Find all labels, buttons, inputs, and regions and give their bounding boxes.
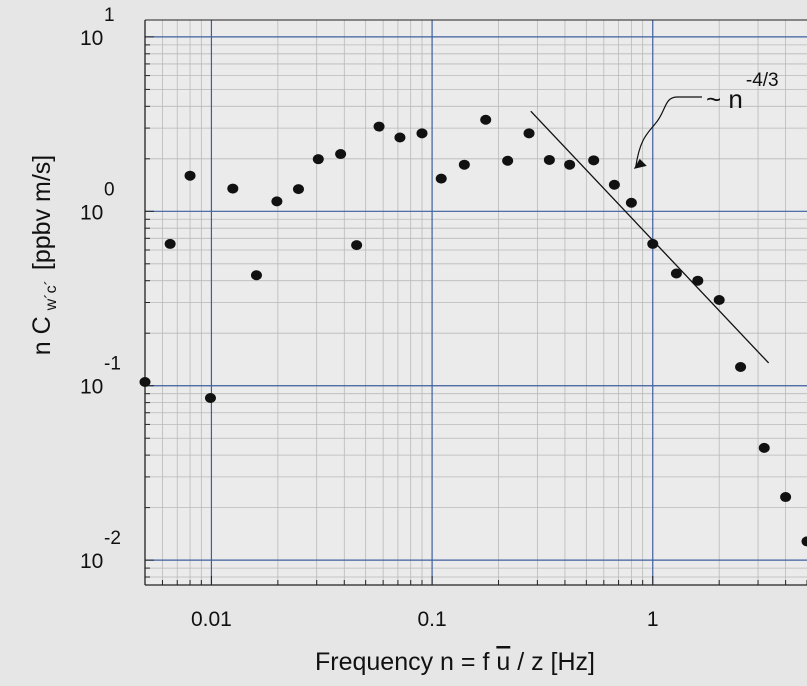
- data-point: [184, 170, 196, 181]
- data-point: [139, 377, 151, 388]
- data-point: [670, 268, 682, 279]
- data-point: [523, 128, 535, 139]
- data-point: [480, 114, 492, 125]
- data-point: [250, 270, 262, 281]
- data-point: [801, 536, 807, 547]
- y-tick-label: 10: [80, 201, 103, 224]
- annotation-arrow: [633, 96, 702, 169]
- data-point: [647, 238, 659, 249]
- annotation-arrowhead: [633, 158, 647, 169]
- data-point: [502, 155, 514, 166]
- y-axis-title: n Cw´c´[ppbv m/s]: [28, 155, 60, 355]
- y-tick-label: 10: [80, 376, 103, 399]
- fit-line-group: [530, 110, 770, 364]
- x-axis-title: Frequency n = f u / z [Hz]: [315, 648, 595, 676]
- y-tick-label: 10: [80, 27, 103, 50]
- slope-annotation: ~ n-4/3: [706, 70, 779, 114]
- data-point: [373, 121, 385, 132]
- data-point: [351, 240, 363, 251]
- data-point: [735, 362, 747, 373]
- data-point: [164, 238, 176, 249]
- data-point: [435, 173, 447, 184]
- data-point: [564, 159, 576, 170]
- data-point: [543, 154, 555, 165]
- annotation-leader: [635, 96, 702, 168]
- x-tick-label: 1: [647, 608, 659, 631]
- data-point: [780, 492, 792, 503]
- y-tick-exponent: -2: [104, 528, 121, 549]
- data-point: [588, 155, 600, 166]
- data-point: [204, 393, 216, 404]
- y-tick-label: 10: [80, 550, 103, 573]
- data-point: [335, 149, 347, 160]
- y-axis-subscript: w´c´: [43, 280, 60, 311]
- data-point: [312, 154, 324, 165]
- data-point: [692, 275, 704, 286]
- axes: [144, 19, 807, 586]
- data-point: [458, 159, 470, 170]
- x-tick-label: 0.01: [191, 608, 232, 631]
- data-point: [625, 197, 637, 208]
- data-point: [608, 179, 620, 190]
- data-point: [227, 183, 239, 194]
- data-point: [713, 295, 725, 306]
- y-tick-exponent: -1: [104, 354, 121, 375]
- y-tick-exponent: 1: [104, 5, 115, 26]
- slope-annotation-exponent: -4/3: [746, 70, 779, 91]
- x-axis-ubar: u: [496, 648, 510, 676]
- major-grid: [145, 20, 807, 585]
- data-point: [271, 196, 283, 207]
- x-tick-label: 0.1: [417, 608, 446, 631]
- data-point: [292, 184, 304, 195]
- data-points: [139, 114, 807, 547]
- y-tick-exponent: 0: [104, 179, 115, 200]
- fit-line: [530, 110, 770, 364]
- data-point: [416, 128, 428, 139]
- data-point: [394, 132, 406, 143]
- x-tick-labels: 0.01 0.1 1: [191, 608, 659, 631]
- data-point: [758, 442, 770, 453]
